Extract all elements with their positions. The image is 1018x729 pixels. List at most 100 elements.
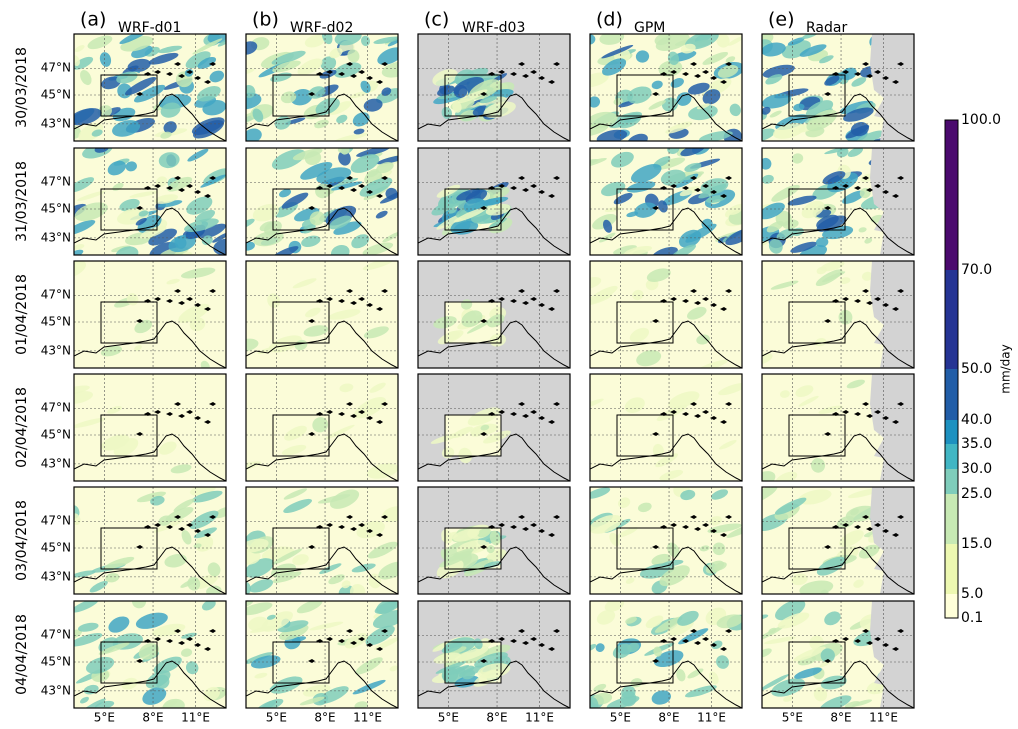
island [682,639,689,643]
colorbar-tick-label: 40.0 [961,412,992,428]
coastline [762,660,914,708]
precip-patch [464,559,494,577]
panel-frame [589,260,743,369]
map-content [590,148,742,255]
precip-patch [711,640,723,650]
island [725,515,732,519]
island [538,416,545,420]
precip-patch [816,556,846,576]
precip-patch [645,615,664,629]
coastline [74,93,226,141]
precip-patch [200,174,226,188]
panel-frame [589,486,743,595]
inner-domain-box [444,414,502,457]
island [652,545,659,549]
island [897,289,904,293]
island [694,527,701,531]
column-letter: (e) [768,9,795,31]
precip-patch [441,642,463,654]
precip-patch [246,41,258,55]
precip-patch [811,458,826,473]
precip-patch [180,648,193,657]
precip-patch [777,612,810,629]
island [670,184,677,188]
precip-patch [799,44,827,57]
island [682,72,689,76]
map-panel [761,486,915,595]
coastline [74,546,226,594]
inner-domain-box [444,188,502,231]
precip-patch [74,601,99,613]
panel-frame [417,260,571,369]
island [166,412,173,416]
y-tick-label: 45°N [41,201,71,215]
island [174,515,181,519]
inner-domain-box [788,641,846,684]
precip-patch [634,202,657,218]
x-tick-label: 5°E [438,711,459,725]
island [652,206,659,210]
island [366,643,373,647]
precip-patch [846,379,865,389]
island [498,184,505,188]
island [480,659,487,663]
map-content [590,374,742,481]
precip-patch [461,310,483,328]
precip-patch [166,278,180,285]
precip-patch [652,246,678,255]
precip-patch [80,70,92,86]
precip-patch [439,550,472,568]
precip-patch [284,425,307,441]
precip-patch [382,506,398,523]
island [174,289,181,293]
island [194,643,201,647]
precip-patch [627,642,640,653]
precip-patch [304,151,322,166]
column-name: WRF-d02 [290,20,353,36]
precip-patch [590,514,623,534]
map-content [762,487,914,594]
island [538,303,545,307]
precip-patch [684,162,702,172]
precip-patch [246,68,255,75]
island [548,533,555,537]
radar-mask [870,148,914,255]
map-panel [761,373,915,482]
precip-patch [438,196,455,211]
island [710,76,717,80]
panel-frame [761,33,915,142]
panel-frame [245,486,399,595]
x-tick-label: 11°E [181,711,210,725]
island [381,62,388,66]
precip-patch [629,327,650,343]
precip-patch [246,85,256,98]
precip-patch [207,562,221,577]
y-tick-label: 43°N [41,343,71,357]
island [518,62,525,66]
island [690,62,697,66]
island [682,412,689,416]
precip-patch [189,510,219,530]
island [670,70,677,74]
precip-patch [375,210,388,219]
precip-patch [389,665,398,672]
precip-patch [798,489,832,505]
colorbar-tick-label: 70.0 [961,262,992,278]
precip-patch [454,675,480,688]
island [702,297,709,301]
row-label: 01/04/2018 [14,274,30,355]
precip-patch [601,181,626,197]
island [308,319,315,323]
precip-patch [74,244,85,250]
island [498,410,505,414]
precip-patch [192,38,223,55]
precip-patch [181,530,192,545]
x-tick-label: 5°E [266,711,287,725]
column-name: WRF-d03 [462,20,525,36]
precip-patch [385,187,398,200]
island [530,70,537,74]
precip-patch [85,656,115,674]
precip-patch [677,610,699,626]
island [690,289,697,293]
precip-patch [119,34,150,45]
